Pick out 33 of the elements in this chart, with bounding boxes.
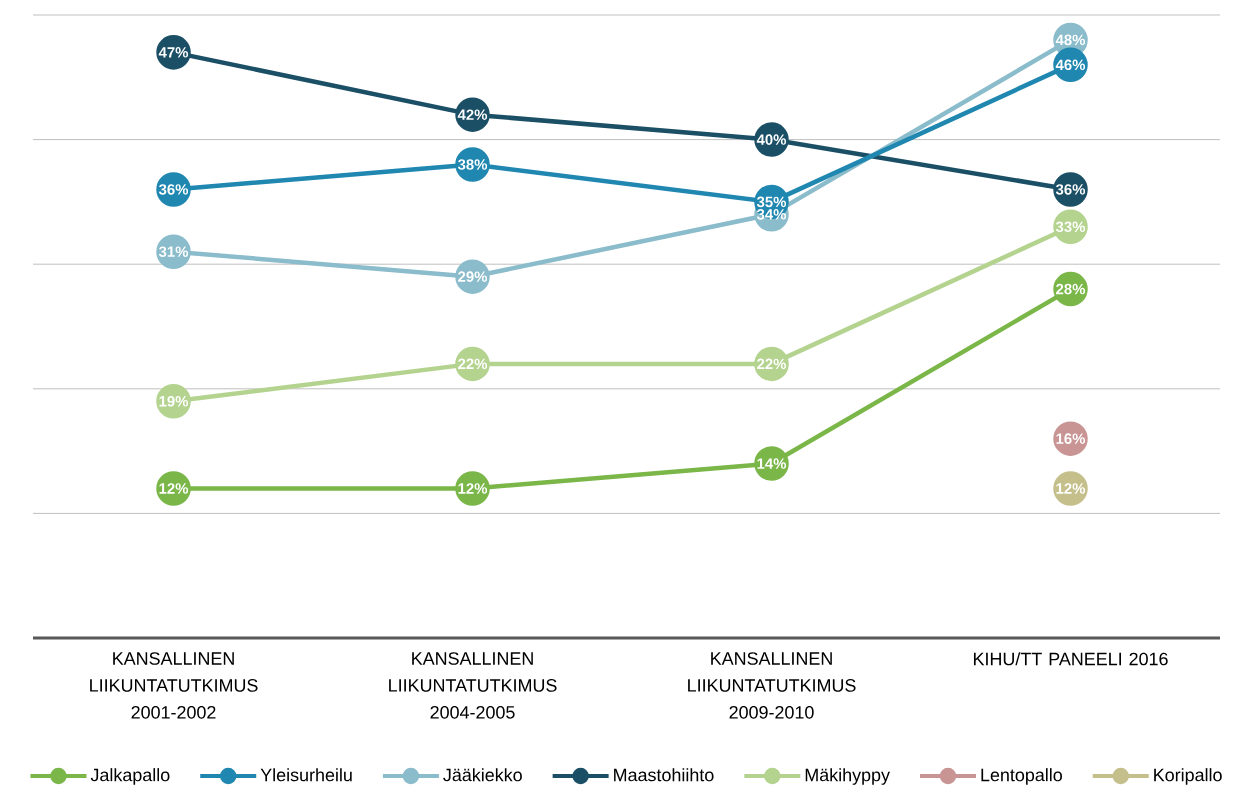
data-label: 47% — [158, 47, 189, 58]
x-tick-label: KANSALLINEN LIIKUNTATUTKIMUS 2001-2002 — [90, 652, 258, 719]
data-label: 31% — [158, 246, 189, 258]
data-label: 46% — [1055, 59, 1086, 71]
data-label: 38% — [457, 159, 488, 170]
data-label: 22% — [757, 358, 787, 370]
data-label: 36% — [1055, 184, 1086, 195]
x-tick-label: KANSALLINEN LIIKUNTATUTKIMUS 2009-2010 — [688, 652, 856, 719]
x-tick-label: KANSALLINEN LIIKUNTATUTKIMUS 2004-2005 — [389, 652, 557, 719]
legend-label: Koripallo — [1154, 768, 1222, 785]
data-label: 16% — [1056, 433, 1086, 444]
data-label: 34% — [756, 209, 787, 220]
data-label: 12% — [159, 483, 189, 494]
data-label: 29% — [458, 271, 488, 282]
data-label: 33% — [1055, 221, 1086, 233]
data-label: 19% — [159, 395, 189, 407]
data-label: 28% — [1056, 283, 1086, 295]
legend-label: Jääkiekko — [443, 768, 522, 782]
legend-label: Maastohiihto — [614, 768, 714, 782]
legend-label: Yleisurheilu — [260, 768, 352, 782]
data-label: 35% — [756, 196, 787, 208]
data-label: 12% — [1056, 483, 1086, 494]
data-label: 12% — [458, 483, 488, 494]
data-label: 40% — [756, 134, 787, 145]
legend-label: Lentopallo — [981, 768, 1062, 785]
data-label: 22% — [458, 358, 488, 370]
data-label: 48% — [1055, 34, 1086, 46]
legend-label: Jalkapallo — [90, 768, 170, 785]
x-tick-label: KIHU/TT PANEELI 2016 — [973, 652, 1168, 666]
data-label: 42% — [457, 109, 488, 120]
data-label: 36% — [158, 184, 189, 195]
legend-label: Mäkihyppy — [805, 768, 890, 785]
data-label: 14% — [757, 458, 787, 469]
